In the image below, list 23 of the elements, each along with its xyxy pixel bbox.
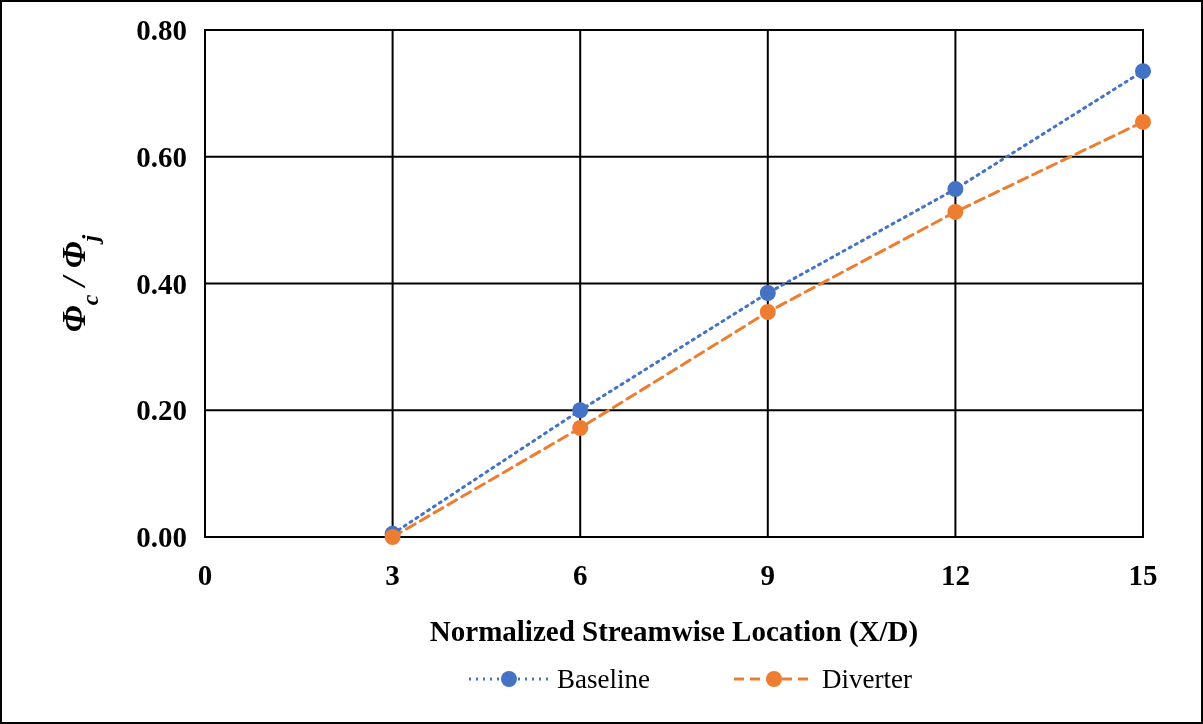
x-tick-label: 15 xyxy=(1128,559,1158,591)
point xyxy=(759,304,776,321)
y-tick-label: 0.80 xyxy=(136,14,187,47)
point xyxy=(1135,63,1151,80)
y-tick-label: 0.20 xyxy=(136,394,187,427)
x-tick-label: 12 xyxy=(940,559,970,591)
point xyxy=(947,203,964,220)
point xyxy=(572,420,589,436)
legend-label: Baseline xyxy=(557,664,650,694)
point xyxy=(384,529,401,545)
legend-label: Diverter xyxy=(822,664,912,694)
x-tick-label: 6 xyxy=(572,559,588,591)
point xyxy=(947,181,964,198)
point xyxy=(572,402,589,419)
y-tick-label: 0.00 xyxy=(136,521,187,554)
point xyxy=(759,285,776,302)
x-tick-label: 3 xyxy=(385,559,400,591)
x-tick-label: 0 xyxy=(197,559,213,591)
point xyxy=(1135,113,1151,130)
x-tick-label: 9 xyxy=(760,559,776,591)
y-tick-label: 0.60 xyxy=(136,140,187,173)
y-tick-label: 0.40 xyxy=(136,267,187,300)
x-axis-title: Normalized Streamwise Location (X/D) xyxy=(429,615,919,648)
